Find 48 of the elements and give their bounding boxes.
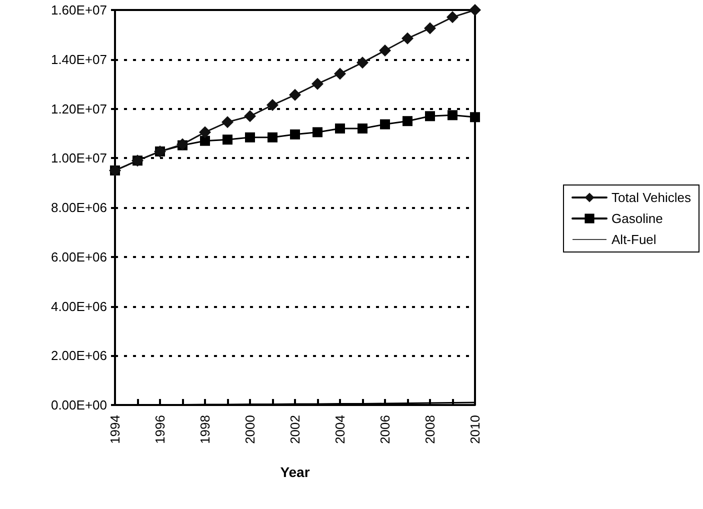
x-axis-title: Year bbox=[280, 464, 310, 480]
x-tick-label: 2008 bbox=[422, 415, 438, 444]
point bbox=[334, 68, 346, 80]
legend-label: Alt-Fuel bbox=[612, 232, 656, 247]
point bbox=[380, 119, 390, 130]
x-tick-label: 1998 bbox=[198, 415, 212, 444]
legend-label: Total Vehicles bbox=[612, 190, 692, 205]
point bbox=[402, 116, 412, 126]
point bbox=[266, 99, 278, 112]
y-tick-label: 1.20E+07 bbox=[50, 101, 107, 116]
x-tick-label: 2010 bbox=[468, 415, 482, 444]
y-tick-label: 6.00E+06 bbox=[50, 249, 107, 264]
point bbox=[199, 126, 211, 138]
point bbox=[244, 110, 256, 122]
point bbox=[356, 56, 368, 69]
y-tick-label: 1.60E+07 bbox=[50, 2, 107, 18]
point bbox=[446, 11, 458, 24]
point bbox=[358, 124, 368, 134]
point bbox=[425, 111, 435, 122]
point bbox=[245, 132, 255, 142]
x-tick-label: 2004 bbox=[332, 415, 348, 444]
point bbox=[335, 124, 345, 134]
point bbox=[402, 32, 414, 44]
x-tick-label: 2000 bbox=[242, 415, 258, 444]
legend-label: Gasoline bbox=[612, 211, 663, 226]
y-tick-label: 1.00E+07 bbox=[50, 150, 107, 166]
y-tick-label: 1.40E+07 bbox=[50, 52, 107, 67]
point bbox=[290, 129, 300, 140]
point bbox=[289, 88, 301, 101]
x-tick-label: 2002 bbox=[288, 415, 302, 444]
y-tick-label: 8.00E+06 bbox=[50, 200, 107, 215]
y-tick-label: 4.00E+06 bbox=[50, 298, 107, 314]
x-tick-label: 1996 bbox=[152, 415, 168, 444]
point bbox=[470, 112, 480, 122]
point bbox=[312, 127, 322, 138]
point bbox=[424, 22, 436, 34]
point bbox=[448, 110, 458, 120]
point bbox=[222, 116, 234, 128]
point bbox=[469, 4, 481, 16]
y-tick-label: 0.00E+00 bbox=[50, 398, 107, 412]
x-tick-label: 2006 bbox=[378, 415, 392, 444]
point bbox=[200, 136, 210, 146]
point bbox=[312, 78, 324, 90]
x-tick-label: 1994 bbox=[108, 415, 122, 444]
point bbox=[268, 132, 278, 142]
y-tick-label: 2.00E+06 bbox=[50, 348, 107, 364]
point bbox=[222, 134, 232, 145]
point bbox=[379, 44, 391, 56]
